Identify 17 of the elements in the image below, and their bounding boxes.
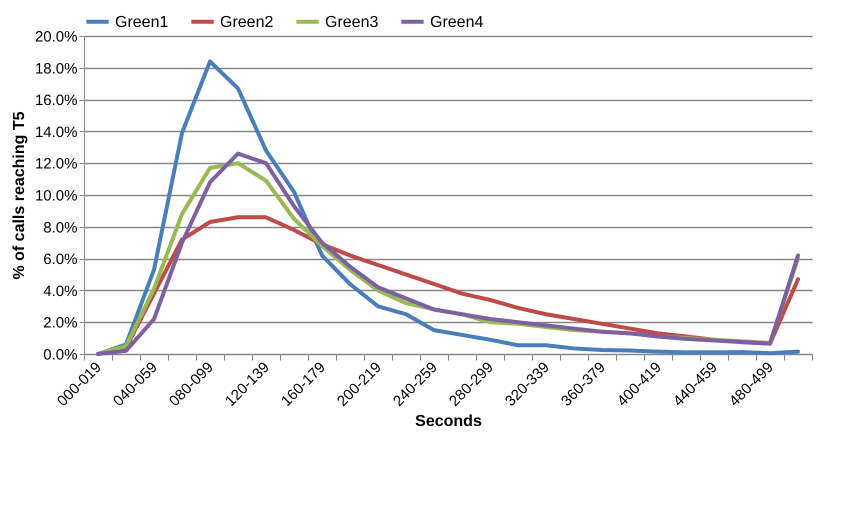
- legend-label: Green3: [325, 14, 378, 31]
- legend-label: Green1: [115, 14, 168, 31]
- y-tick-label: 4.0%: [43, 282, 78, 300]
- y-tick-label: 2.0%: [43, 314, 78, 332]
- y-tick-label: 12.0%: [34, 156, 78, 173]
- y-axis-title: % of calls reaching T5: [10, 111, 28, 280]
- y-tick-label: 10.0%: [34, 188, 78, 204]
- legend-label: Green2: [220, 14, 274, 31]
- y-tick-label: 16.0%: [34, 92, 78, 110]
- y-tick-label: 6.0%: [43, 251, 78, 268]
- legend-label: Green4: [430, 14, 484, 31]
- x-axis-title: Seconds: [415, 413, 482, 430]
- y-tick-label: 18.0%: [34, 60, 78, 78]
- y-tick-label: 8.0%: [43, 219, 78, 236]
- y-tick-label: 14.0%: [34, 124, 78, 141]
- y-tick-label: 20.0%: [34, 28, 78, 46]
- y-tick-label: 0.0%: [43, 346, 78, 364]
